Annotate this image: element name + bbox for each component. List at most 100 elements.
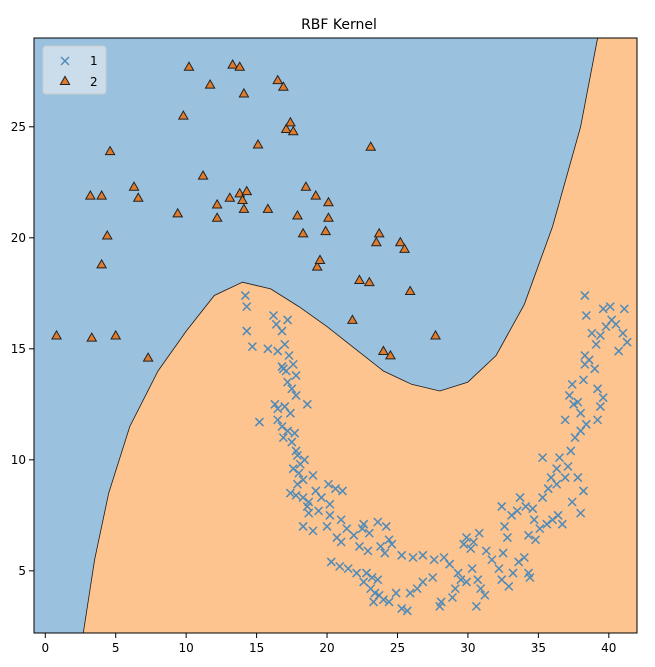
data-point-series-1: [354, 541, 364, 551]
data-point-series-1: [564, 390, 574, 400]
decision-boundary: [82, 38, 598, 633]
data-point-series-1: [567, 497, 577, 507]
data-point-series-1: [580, 291, 590, 301]
data-point-series-1: [290, 428, 300, 438]
data-point-series-1: [453, 568, 463, 578]
data-point-series-1: [268, 310, 279, 321]
data-point-series-2: [284, 116, 296, 127]
data-point-series-1: [263, 344, 273, 354]
data-point-series-1: [369, 597, 379, 607]
data-point-series-1: [325, 510, 335, 520]
data-point-series-1: [273, 415, 283, 425]
x-tick-label: 10: [179, 641, 194, 655]
data-point-series-1: [459, 539, 469, 549]
data-point-series-2: [96, 258, 108, 269]
data-point-series-1: [335, 561, 345, 571]
data-point-series-1: [507, 510, 517, 520]
data-point-series-1: [538, 493, 548, 503]
data-point-series-1: [450, 584, 460, 594]
data-point-series-1: [292, 479, 302, 489]
data-point-series-1: [461, 533, 472, 543]
data-point-series-1: [322, 521, 332, 531]
data-point-series-2: [399, 243, 410, 253]
legend-marker-series-2: [59, 75, 71, 85]
data-point-series-1: [359, 577, 369, 587]
data-point-series-1: [295, 459, 305, 469]
data-point-series-1: [302, 501, 312, 511]
data-point-series-1: [247, 342, 257, 352]
data-point-series-1: [590, 364, 600, 374]
data-point-series-2: [311, 261, 323, 271]
x-tick-label: 35: [531, 641, 546, 655]
data-point-series-1: [547, 515, 557, 525]
data-point-series-2: [211, 198, 223, 209]
y-tick-label: 20: [11, 231, 26, 245]
data-point-series-1: [325, 499, 335, 509]
data-point-series-2: [110, 329, 122, 340]
data-point-series-1: [525, 572, 535, 583]
data-point-series-1: [302, 399, 312, 409]
data-point-series-1: [563, 461, 573, 472]
data-point-series-1: [277, 326, 287, 336]
data-point-series-1: [314, 506, 324, 516]
data-point-series-1: [284, 350, 294, 361]
data-point-series-1: [598, 393, 608, 403]
data-point-series-1: [622, 337, 632, 347]
data-point-series-1: [500, 521, 510, 531]
data-point-series-2: [404, 285, 416, 296]
data-point-series-1: [387, 539, 397, 549]
data-point-series-1: [357, 524, 367, 534]
chart-title: RBF Kernel: [301, 17, 377, 33]
data-point-series-2: [252, 138, 264, 149]
data-point-series-2: [101, 229, 113, 240]
data-point-series-1: [283, 377, 293, 387]
y-tick-label: 15: [11, 342, 26, 356]
data-point-series-2: [238, 87, 250, 98]
points-layer: [51, 59, 632, 616]
data-point-series-1: [326, 557, 336, 567]
data-point-series-2: [238, 203, 250, 213]
data-point-series-1: [292, 450, 302, 460]
x-tick-label: 40: [601, 641, 616, 655]
data-point-series-1: [397, 550, 407, 560]
data-point-series-1: [554, 453, 565, 463]
legend-x-marker: [60, 56, 70, 66]
data-point-series-2: [197, 170, 209, 180]
x-tick-label: 25: [390, 641, 405, 655]
data-point-series-2: [104, 145, 116, 156]
data-point-series-1: [281, 366, 291, 376]
data-point-series-1: [587, 328, 597, 338]
data-point-series-1: [580, 350, 590, 361]
x-tick-label: 30: [460, 641, 475, 655]
data-point-series-1: [481, 546, 491, 556]
data-point-series-1: [384, 597, 394, 607]
data-point-series-1: [254, 417, 264, 427]
data-point-series-2: [241, 185, 253, 196]
data-point-series-1: [336, 537, 346, 547]
data-point-series-1: [618, 328, 628, 338]
data-point-series-1: [566, 446, 576, 456]
data-point-series-1: [531, 535, 541, 545]
data-point-series-2: [394, 236, 406, 247]
data-point-series-2: [365, 141, 377, 151]
data-point-series-1: [497, 501, 507, 511]
data-point-series-1: [593, 415, 603, 425]
data-point-series-1: [476, 584, 486, 594]
data-point-series-2: [262, 203, 274, 213]
data-point-series-1: [277, 421, 287, 432]
data-point-series-1: [363, 546, 373, 556]
data-point-series-2: [377, 345, 389, 355]
data-point-series-1: [581, 310, 591, 321]
data-point-series-2: [272, 74, 284, 85]
data-point-series-1: [288, 464, 298, 474]
data-point-series-1: [552, 464, 562, 474]
data-point-series-1: [581, 419, 591, 429]
data-point-series-1: [242, 302, 252, 312]
data-point-series-1: [436, 597, 446, 607]
data-point-series-1: [291, 370, 301, 380]
legend-marker-series-1: [60, 56, 70, 66]
data-point-series-1: [512, 506, 522, 516]
data-point-series-1: [474, 528, 484, 538]
data-point-series-2: [234, 61, 246, 71]
data-point-series-1: [567, 379, 577, 389]
